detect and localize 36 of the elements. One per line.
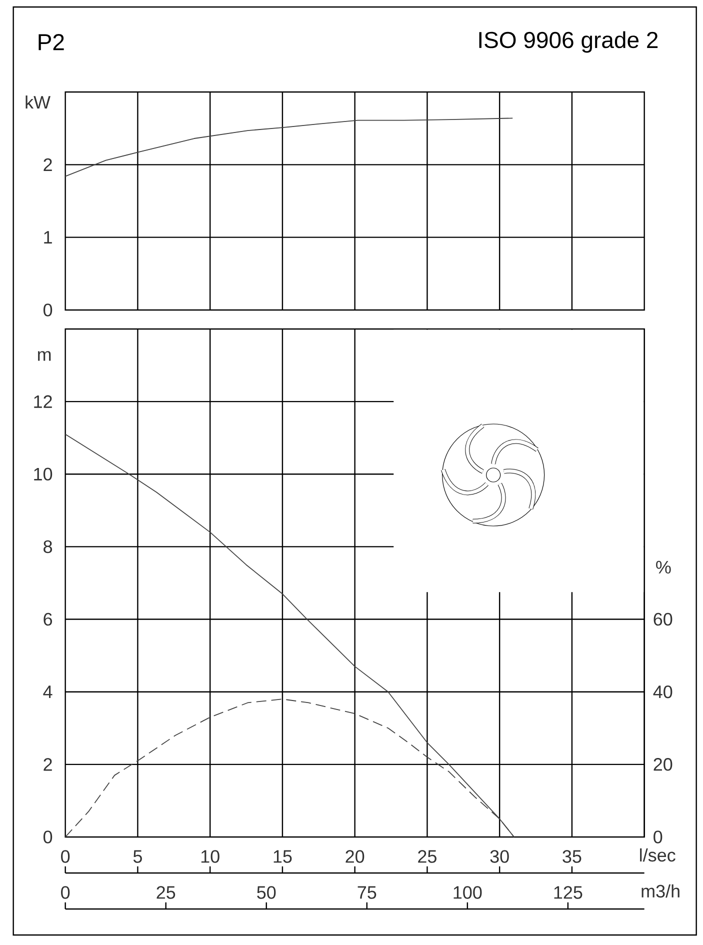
x2-tick-label: 25 xyxy=(156,886,175,899)
x-tick-label: 10 xyxy=(201,850,220,863)
x2-tick-label: 100 xyxy=(454,886,482,899)
x-tick-label: 35 xyxy=(562,850,582,863)
chart-title: P2 xyxy=(38,34,64,50)
y2-tick-label: 20 xyxy=(654,758,672,771)
x2-tick-label: 75 xyxy=(358,886,376,899)
y-tick-label: 6 xyxy=(44,612,52,626)
y-tick-label: 1 xyxy=(44,231,52,244)
y-tick-label: 8 xyxy=(43,540,52,554)
y-tick-label: 2 xyxy=(44,158,52,171)
y2-tick-label: 60 xyxy=(654,612,672,626)
x2-tick-label: 0 xyxy=(60,886,70,899)
x-tick-label: 15 xyxy=(274,850,292,863)
y2-tick-label: 40 xyxy=(653,685,672,698)
y2-axis-title: % xyxy=(656,560,671,574)
y-tick-label: 2 xyxy=(44,758,52,771)
text: ISO 9906 grade 2 xyxy=(479,31,658,53)
x-axis-title: l/sec xyxy=(640,848,676,862)
x-tick-label: 0 xyxy=(60,850,70,863)
y-axis-title: kW xyxy=(26,96,50,109)
y-tick-label: 0 xyxy=(43,830,52,844)
x2-tick-label: 125 xyxy=(554,886,582,899)
y-axis-title: m xyxy=(38,351,50,361)
y-tick-label: 0 xyxy=(43,304,52,316)
x-tick-label: 25 xyxy=(418,850,436,863)
y-tick-label: 4 xyxy=(43,686,52,698)
y-tick-label: 12 xyxy=(34,395,52,408)
x-tick-label: 30 xyxy=(490,850,509,863)
x-tick-label: 20 xyxy=(346,850,364,863)
line-series xyxy=(64,118,513,177)
y-tick-label: 10 xyxy=(34,468,52,481)
x2-tick-label: 50 xyxy=(256,886,276,899)
y2-tick-label: 0 xyxy=(653,830,662,844)
x2-axis-title: m3/h xyxy=(642,884,680,898)
x-tick-label: 5 xyxy=(133,850,142,863)
